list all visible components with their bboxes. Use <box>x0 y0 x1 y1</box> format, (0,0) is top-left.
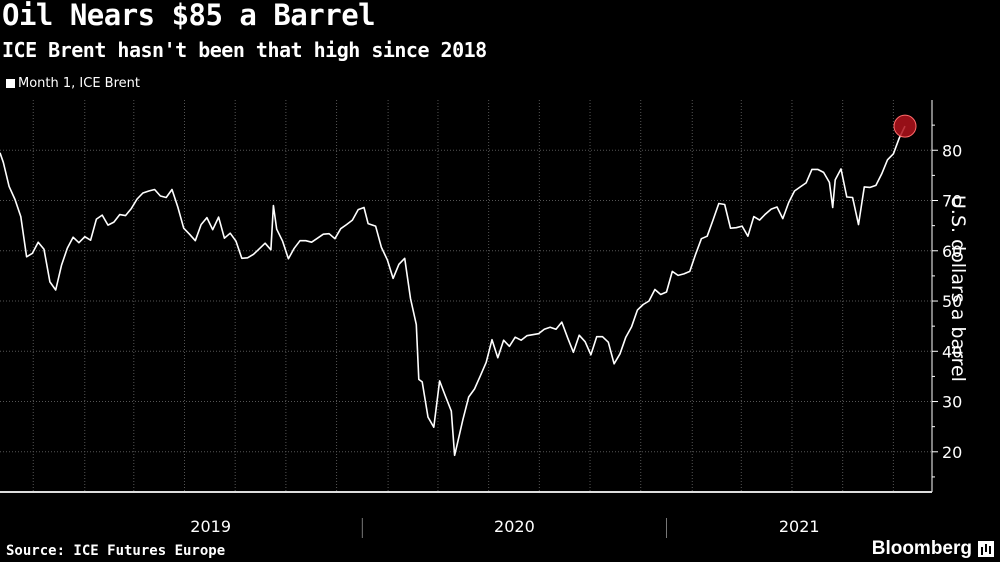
source-note: Source: ICE Futures Europe <box>6 543 226 559</box>
x-tick-label: 2019 <box>190 517 231 536</box>
brand-logo: Bloomberg <box>872 538 994 560</box>
y-tick-label: 30 <box>942 393 962 412</box>
y-tick-label: 50 <box>942 292 962 311</box>
brand-name: Bloomberg <box>871 538 972 559</box>
legend: Month 1, ICE Brent <box>6 76 140 91</box>
y-tick-label: 60 <box>942 242 962 261</box>
chart-subtitle: ICE Brent hasn't been that high since 20… <box>2 38 487 62</box>
x-tick-label: 2021 <box>779 517 820 536</box>
y-tick-label: 70 <box>942 192 962 211</box>
series-line <box>0 125 906 457</box>
y-tick-label: 20 <box>942 443 962 462</box>
terminal-icon <box>978 541 994 557</box>
x-tick-label: 2020 <box>494 517 535 536</box>
y-axis-label: U.S. dollars a barrel <box>947 195 969 382</box>
highlight-marker <box>893 114 917 138</box>
y-tick-label: 80 <box>942 141 962 160</box>
chart-title: Oil Nears $85 a Barrel <box>2 0 376 32</box>
y-tick-label: 40 <box>942 342 962 361</box>
legend-swatch <box>6 79 15 88</box>
legend-label: Month 1, ICE Brent <box>18 76 140 91</box>
